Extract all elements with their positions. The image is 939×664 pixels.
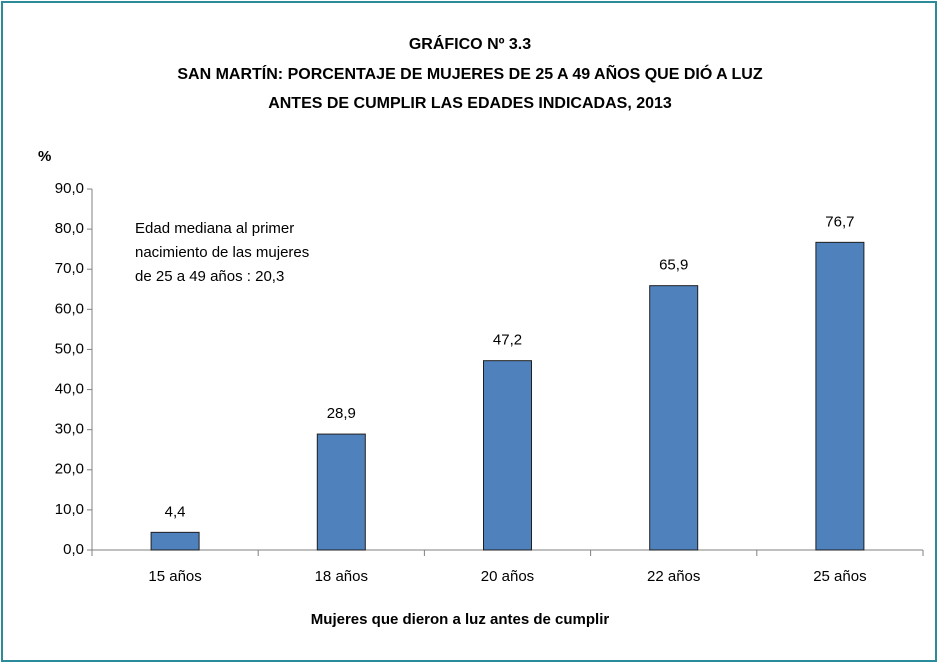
chart-title: GRÁFICO Nº 3.3 (409, 34, 531, 53)
x-axis-label: Mujeres que dieron a luz antes de cumpli… (311, 611, 610, 628)
y-tick-label: 80,0 (55, 220, 84, 237)
data-label: 47,2 (493, 332, 522, 349)
y-tick-label: 0,0 (63, 541, 84, 558)
data-label: 76,7 (825, 213, 854, 230)
annotation: nacimiento de las mujeres (135, 244, 309, 261)
annotation: de 25 a 49 años : 20,3 (135, 268, 284, 285)
y-tick-label: 90,0 (55, 180, 84, 197)
y-tick-label: 30,0 (55, 421, 84, 438)
x-tick-label: 25 años (813, 568, 866, 585)
y-tick-label: 10,0 (55, 501, 84, 518)
x-tick-label: 20 años (481, 568, 534, 585)
y-tick-label: 60,0 (55, 300, 84, 317)
data-label: 65,9 (659, 257, 688, 274)
bar (649, 285, 699, 551)
y-tick-label: 40,0 (55, 381, 84, 398)
bar (150, 531, 200, 551)
x-tick-label: 22 años (647, 568, 700, 585)
y-axis-label: % (38, 148, 51, 165)
y-tick-label: 70,0 (55, 260, 84, 277)
data-label: 4,4 (165, 503, 186, 520)
y-tick-label: 20,0 (55, 461, 84, 478)
chart-title: ANTES DE CUMPLIR LAS EDADES INDICADAS, 2… (268, 95, 672, 112)
bar (815, 241, 865, 551)
bar (316, 433, 366, 551)
annotation: Edad mediana al primer (135, 220, 294, 237)
x-tick-label: 15 años (148, 568, 201, 585)
data-label: 28,9 (327, 405, 356, 422)
y-tick-label: 50,0 (55, 340, 84, 357)
x-tick-label: 18 años (315, 568, 368, 585)
bar (483, 360, 532, 551)
chart-title: SAN MARTÍN: PORCENTAJE DE MUJERES DE 25 … (177, 63, 762, 83)
